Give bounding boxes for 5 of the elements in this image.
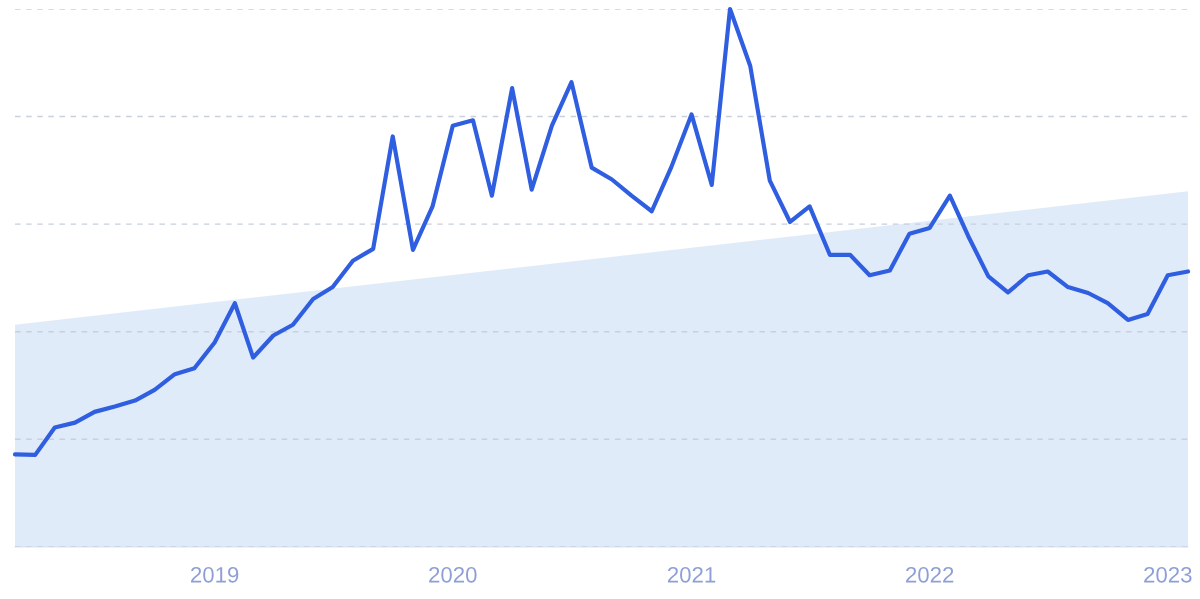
x-tick-label: 2019 [191, 566, 239, 583]
x-tick-label: 2023 [1144, 566, 1192, 583]
x-tick-label: 2020 [429, 566, 477, 583]
x-tick-label: 2021 [667, 566, 716, 583]
x-tick-label: 2022 [906, 566, 954, 583]
